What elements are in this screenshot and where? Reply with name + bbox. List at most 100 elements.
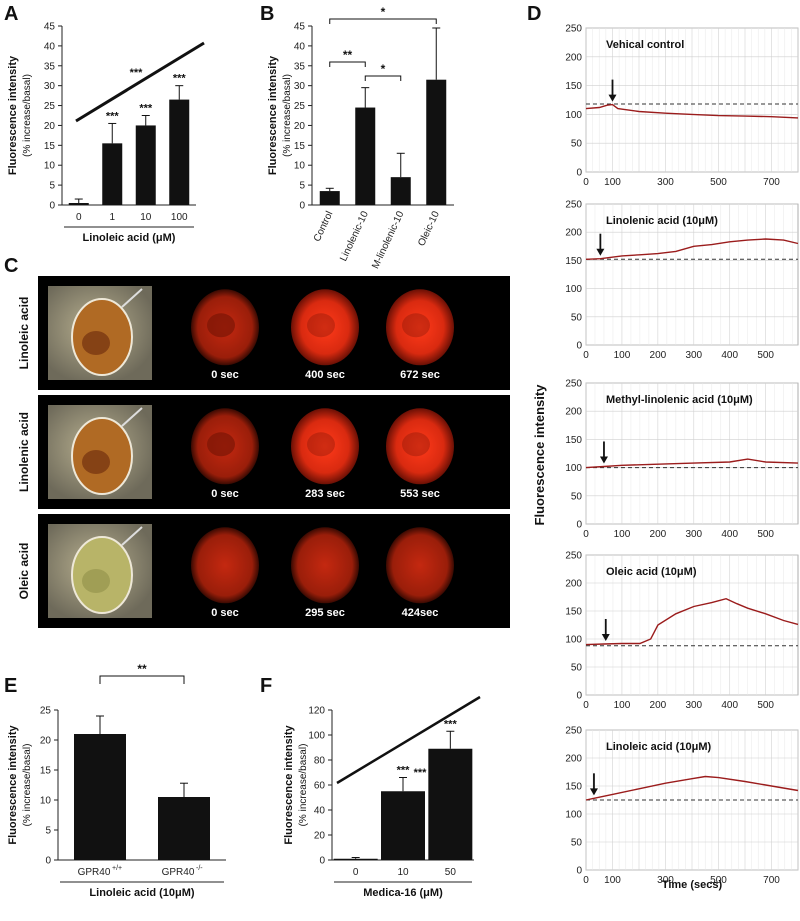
x-tick-label: 500	[757, 350, 774, 361]
y-axis-subtitle: (% increase/basal)	[282, 74, 293, 157]
y-tick-label: 25	[44, 101, 56, 112]
x-tick-label: 100	[614, 700, 631, 711]
y-tick-label: 250	[565, 551, 582, 562]
y-tick-label: 30	[44, 81, 56, 92]
cell-nucleus	[82, 331, 110, 355]
y-tick-label: 50	[571, 139, 583, 150]
x-tick-superscript: -/-	[196, 865, 203, 872]
panel-label-f: F	[260, 675, 272, 697]
y-tick-label: 0	[576, 168, 582, 179]
y-tick-label: 40	[44, 41, 56, 52]
chart-f: 0 20 40 60 80 100 120 0 *** 10 *** 50 Fluorescence i…	[283, 695, 481, 899]
significance-bracket	[329, 18, 437, 24]
x-tick-label: Linolenic-10	[338, 209, 371, 263]
y-tick-label: 100	[565, 284, 582, 295]
fluorescence-cell	[291, 289, 359, 366]
cell-nucleus	[82, 569, 110, 593]
y-tick-label: 100	[565, 463, 582, 474]
stimulus-arrow-head	[589, 788, 598, 796]
bar	[426, 79, 447, 205]
x-tick-label: 300	[685, 350, 702, 361]
x-tick-label: Control	[312, 210, 336, 244]
timepoint-label: 0 sec	[211, 607, 239, 619]
chart-b: 0 5 10 15 20 25 30 35 40 45 Control Linolenic-10 M-l…	[267, 5, 454, 271]
x-axis-title: Medica-16 (μM)	[363, 887, 443, 899]
y-tick-label: 200	[565, 407, 582, 418]
x-tick-label: 300	[657, 875, 674, 886]
y-tick-label: 250	[565, 726, 582, 737]
x-tick-label: 50	[445, 867, 457, 878]
x-tick-label: 10	[140, 212, 152, 223]
x-tick-label: 100	[171, 212, 188, 223]
trace-line	[585, 238, 799, 260]
x-axis-title: Linoleic acid (10μM)	[89, 887, 194, 899]
bar	[68, 203, 89, 205]
y-axis-title: Fluorescence intensity	[532, 384, 547, 526]
x-tick-label: 400	[721, 700, 738, 711]
bar	[102, 143, 123, 205]
y-tick-label: 150	[565, 435, 582, 446]
y-tick-label: 150	[565, 607, 582, 618]
x-axis-title: Linoleic acid (μM)	[83, 232, 176, 244]
x-tick-label: 700	[763, 875, 780, 886]
significance-label: *	[381, 5, 386, 19]
y-axis-title: Fluorescence intensity	[267, 55, 279, 175]
x-tick-label: 100	[614, 529, 631, 540]
bar	[390, 177, 411, 205]
stimulus-arrow-head	[601, 633, 610, 641]
y-tick-label: 150	[565, 81, 582, 92]
plot-area	[585, 554, 799, 696]
x-tick-label: GPR40	[162, 867, 195, 878]
x-tick-label: 400	[721, 350, 738, 361]
x-tick-label: 0	[353, 867, 359, 878]
fluorescence-cell	[291, 527, 359, 604]
y-tick-label: 200	[565, 228, 582, 239]
y-axis-subtitle: (% increase/basal)	[22, 744, 33, 827]
x-tick-label: 300	[657, 177, 674, 188]
fluorescence-cell	[291, 408, 359, 485]
significance-label: ***	[173, 73, 187, 85]
x-tick-label: 0	[583, 700, 589, 711]
bar	[333, 858, 378, 860]
y-tick-label: 5	[45, 826, 51, 837]
x-tick-label: 100	[614, 350, 631, 361]
trend-significance: ***	[414, 767, 428, 779]
significance-label: **	[343, 48, 353, 62]
y-tick-label: 20	[44, 121, 56, 132]
x-tick-label: GPR40	[78, 867, 111, 878]
y-tick-label: 0	[576, 341, 582, 352]
panel-label-c: C	[4, 255, 18, 277]
timepoint-label: 0 sec	[211, 369, 239, 381]
significance-label: ***	[106, 110, 120, 122]
panel-label-b: B	[260, 3, 274, 25]
cell-nucleus	[207, 313, 235, 338]
x-tick-label: 0	[583, 875, 589, 886]
y-tick-label: 20	[294, 121, 306, 132]
y-tick-label: 80	[314, 756, 326, 767]
panel-label-a: A	[4, 3, 18, 25]
x-tick-label: M-linolenic-10	[370, 209, 406, 270]
x-tick-superscript: +/+	[112, 865, 122, 872]
y-tick-label: 45	[44, 22, 56, 33]
stimulus-arrow-head	[599, 456, 608, 464]
significance-label: ***	[444, 718, 458, 730]
significance-bracket	[329, 61, 366, 67]
x-tick-label: 300	[685, 700, 702, 711]
trace-line	[585, 103, 799, 119]
y-axis-subtitle: (% increase/basal)	[298, 744, 309, 827]
row-label: Linolenic acid	[17, 412, 31, 492]
bar	[319, 191, 340, 205]
y-axis-subtitle: (% increase/basal)	[22, 74, 33, 157]
fluorescence-cell	[386, 527, 454, 604]
trace-title: Methyl-linolenic acid (10μM)	[606, 394, 753, 406]
x-tick-label: 100	[604, 177, 621, 188]
y-tick-label: 0	[319, 856, 325, 867]
cell-nucleus	[402, 313, 430, 338]
y-tick-label: 15	[294, 141, 306, 152]
trace-line	[585, 458, 799, 469]
timepoint-label: 400 sec	[305, 369, 345, 381]
y-axis-title: Fluorescence intensity	[7, 725, 19, 845]
panel-label-d: D	[527, 3, 541, 25]
x-tick-label: 500	[757, 529, 774, 540]
